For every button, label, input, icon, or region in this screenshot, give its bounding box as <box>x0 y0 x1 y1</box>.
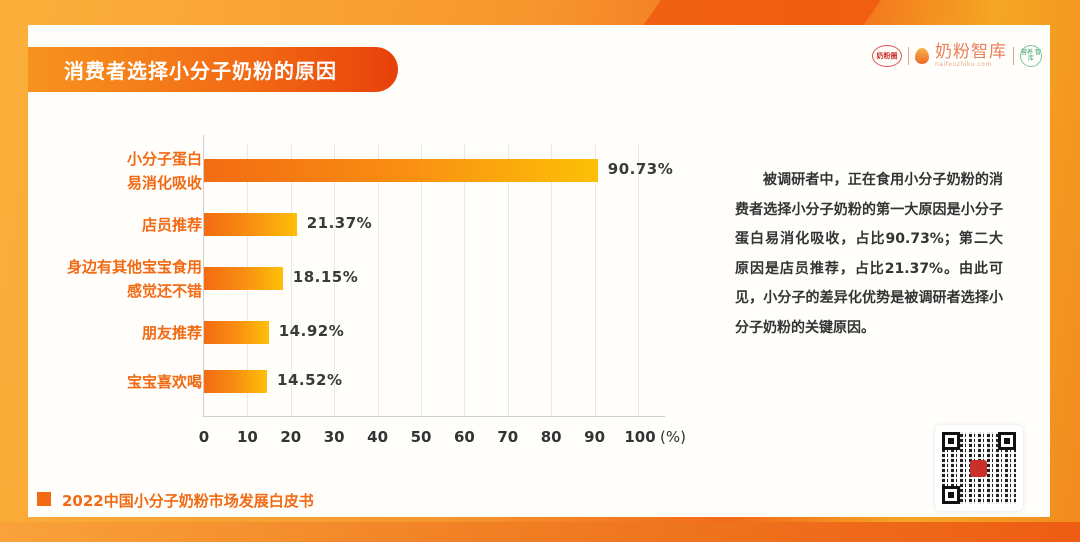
background-bottom-band <box>0 522 1080 542</box>
qr-center-logo-icon <box>970 460 987 477</box>
bar-value-label: 14.52% <box>277 371 343 389</box>
naifenquan-logo-icon: 奶粉圈 <box>872 45 902 67</box>
x-tick-label: 40 <box>367 428 389 446</box>
x-tick-label: 20 <box>280 428 302 446</box>
qr-code-pattern <box>942 432 1016 504</box>
naifenzhiku-logo-url: naifenzhiku.com <box>935 61 992 68</box>
bar <box>204 267 283 290</box>
milk-drop-logo-icon <box>915 48 929 64</box>
footer-square-icon <box>37 492 51 506</box>
naifenzhiku-logo-text: 奶粉智库 <box>935 42 1007 62</box>
qr-finder-icon <box>998 432 1016 450</box>
x-tick-label: 70 <box>497 428 519 446</box>
brand-logos: 奶粉圈 奶粉智库 naifenzhiku.com 营养 智库 <box>872 44 1042 68</box>
category-label: 宝宝喜欢喝 <box>126 372 202 391</box>
bar <box>204 321 269 344</box>
gridline <box>290 145 292 416</box>
bar <box>204 213 297 236</box>
qr-code <box>935 425 1023 511</box>
gridline <box>638 145 639 416</box>
bar <box>204 159 598 182</box>
x-tick-label: 60 <box>453 428 475 446</box>
naifenzhiku-logo: 奶粉智库 naifenzhiku.com <box>935 44 1007 68</box>
gridline <box>377 145 379 416</box>
qr-finder-icon <box>942 486 960 504</box>
x-tick-label: 10 <box>236 428 258 446</box>
x-tick-label: 50 <box>410 428 432 446</box>
x-tick-label: 0 <box>198 428 210 446</box>
logo-divider <box>908 47 909 65</box>
category-label: 店员推荐 <box>141 215 202 234</box>
nutrition-logo-icon: 营养 智库 <box>1020 45 1042 67</box>
x-axis-unit: (%) <box>660 428 686 446</box>
x-tick-label: 90 <box>584 428 606 446</box>
page-title-text: 消费者选择小分子奶粉的原因 <box>64 59 337 83</box>
bar <box>204 370 268 393</box>
bar-value-label: 18.15% <box>292 268 359 286</box>
y-axis <box>203 135 204 417</box>
gridline <box>594 145 596 416</box>
category-label: 小分子蛋白 易消化吸收 <box>126 149 202 192</box>
content-card <box>28 25 1050 517</box>
logo-divider <box>1013 47 1014 65</box>
qr-finder-icon <box>942 432 960 450</box>
gridline <box>464 145 466 416</box>
description-text: 被调研者中，正在食用小分子奶粉的消费者选择小分子奶粉的第一大原因是小分子蛋白易消… <box>735 172 1003 336</box>
category-label: 身边有其他宝宝食用 感觉还不错 <box>66 257 202 300</box>
x-axis <box>203 416 665 417</box>
category-label: 朋友推荐 <box>141 323 202 342</box>
gridline <box>551 145 553 416</box>
bar-value-label: 90.73% <box>607 160 674 178</box>
source-footer: 2022中国小分子奶粉市场发展白皮书 <box>62 492 314 510</box>
gridline <box>334 145 336 416</box>
x-tick-label: 80 <box>540 428 562 446</box>
x-tick-label: 30 <box>323 428 345 446</box>
bar-value-label: 21.37% <box>306 214 373 232</box>
x-tick-label: 100 <box>624 428 656 446</box>
gridline <box>507 145 509 416</box>
bar-value-label: 14.92% <box>278 322 345 340</box>
gridline <box>421 145 422 416</box>
page-title: 消费者选择小分子奶粉的原因 <box>28 47 398 92</box>
